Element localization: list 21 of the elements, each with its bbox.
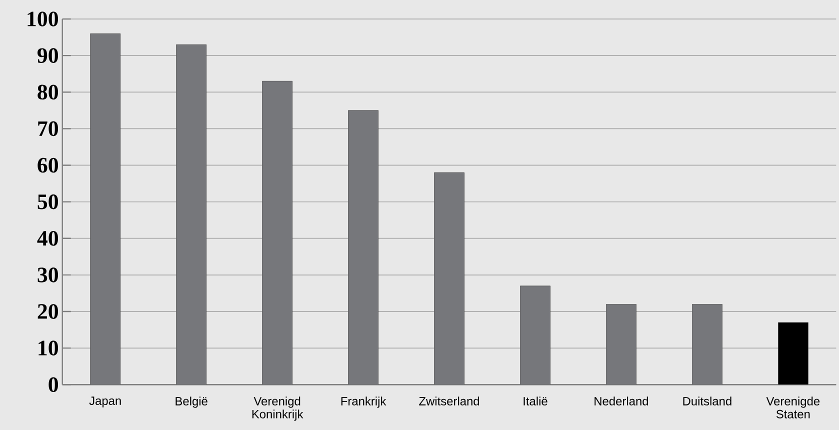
y-tick-label: 50: [38, 194, 58, 210]
y-tick-label: 10: [38, 340, 58, 356]
bar: [778, 322, 808, 385]
y-tick-label: 80: [38, 84, 58, 100]
y-tick-label: 40: [37, 230, 58, 246]
x-tick-label: Duitsland: [683, 396, 732, 406]
x-tick-label: Japan: [89, 396, 121, 408]
x-tick-label: Zwitserland: [419, 396, 480, 406]
y-tick-label: 60: [38, 158, 58, 173]
x-tick-label: België: [176, 396, 208, 408]
x-tick-label: Verenigde Staten: [766, 396, 820, 418]
y-tick-label: 70: [38, 121, 58, 136]
x-tick-label: Italië: [524, 396, 548, 406]
x-tick-label: Nederland: [594, 396, 648, 406]
x-tick-label: Frankrijk: [341, 396, 386, 408]
y-tick-label: 100: [28, 12, 58, 26]
y-tick-label: 20: [38, 304, 58, 319]
x-tick-label: Verenigd Koninkrijk: [252, 396, 304, 421]
y-tick-label: 30: [38, 268, 58, 282]
y-tick-label: 0: [48, 377, 58, 392]
y-tick-label: 90: [38, 48, 58, 63]
